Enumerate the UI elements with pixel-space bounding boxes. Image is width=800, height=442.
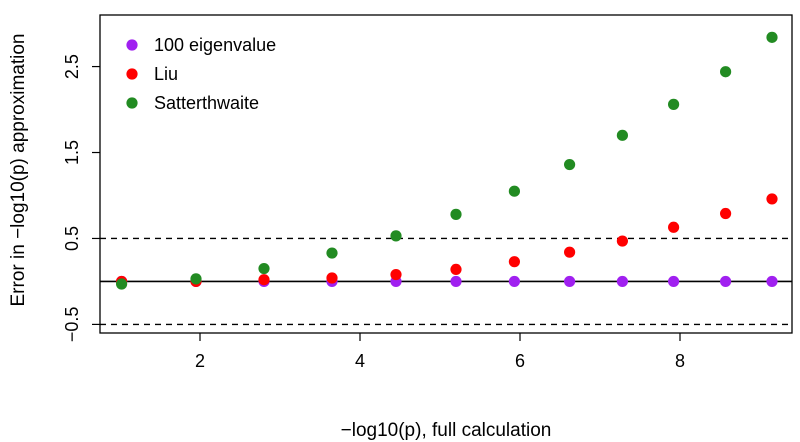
point-series-0 — [508, 275, 520, 288]
point-series-2 — [616, 129, 629, 141]
x-axis: 2 4 6 8 — [195, 333, 685, 371]
point-series-2 — [564, 158, 576, 171]
legend-marker — [126, 97, 138, 109]
point-series-0 — [668, 275, 680, 288]
x-tick-label: 2 — [195, 351, 205, 371]
legend-marker — [126, 68, 138, 80]
point-series-2 — [116, 278, 128, 290]
point-series-2 — [720, 66, 732, 78]
point-series-2 — [190, 273, 202, 285]
point-series-2 — [450, 208, 462, 220]
point-series-1 — [668, 221, 680, 233]
legend-label: Satterthwaite — [154, 93, 259, 113]
legend: 100 eigenvalue Liu Satterthwaite — [126, 35, 276, 113]
point-series-2 — [390, 230, 402, 242]
x-tick-label: 6 — [515, 351, 525, 371]
point-series-1 — [720, 207, 732, 220]
y-tick-label: 2.5 — [62, 54, 82, 79]
y-tick-label: 1.5 — [62, 140, 82, 165]
y-tick-label: −0.5 — [62, 307, 82, 343]
point-series-2 — [258, 262, 270, 275]
point-series-1 — [508, 256, 520, 268]
point-series-1 — [616, 235, 629, 247]
legend-label: Liu — [154, 64, 178, 84]
x-axis-title: −log10(p), full calculation — [341, 420, 552, 441]
point-series-0 — [616, 275, 629, 288]
plot-frame — [99, 14, 793, 334]
y-tick-label: 0.5 — [62, 226, 82, 251]
point-series-1 — [766, 193, 778, 205]
reference-lines — [100, 237, 792, 326]
point-series-0 — [450, 275, 462, 288]
point-series-1 — [326, 272, 338, 284]
point-series-2 — [668, 98, 680, 110]
x-tick-label: 8 — [675, 351, 685, 371]
y-axis: −0.5 0.5 1.5 2.5 — [62, 54, 100, 342]
data-points — [116, 31, 778, 290]
point-series-1 — [258, 274, 270, 286]
legend-marker — [126, 39, 138, 51]
point-series-1 — [564, 246, 576, 258]
point-series-0 — [720, 275, 732, 288]
point-series-1 — [390, 268, 402, 281]
legend-label: 100 eigenvalue — [154, 35, 276, 55]
point-series-0 — [766, 275, 778, 288]
point-series-2 — [326, 247, 338, 259]
y-axis-title: Error in −log10(p) approximation — [8, 34, 29, 307]
point-series-2 — [508, 185, 520, 197]
point-series-1 — [450, 263, 462, 275]
x-tick-label: 4 — [355, 351, 365, 371]
point-series-0 — [564, 275, 576, 288]
point-series-2 — [766, 31, 778, 43]
